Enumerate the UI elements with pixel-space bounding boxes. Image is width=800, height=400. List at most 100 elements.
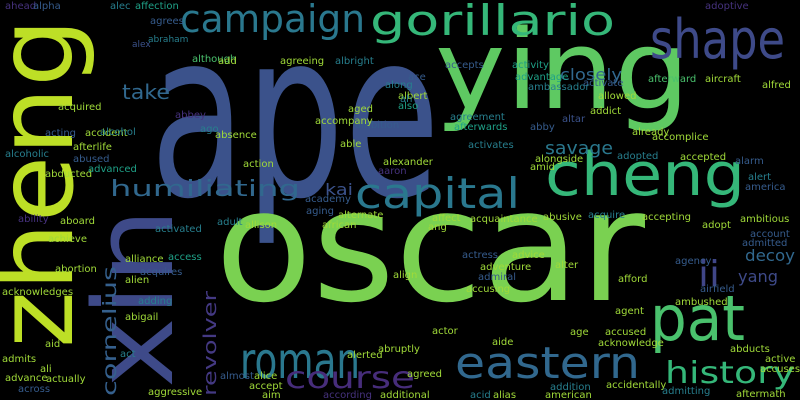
word: eastern — [455, 338, 640, 389]
word: accusing — [466, 284, 510, 295]
word: agrees — [150, 16, 184, 27]
word: additional — [380, 390, 430, 400]
word: admits — [2, 354, 36, 365]
word: airfield — [700, 284, 735, 295]
word: capital — [355, 169, 520, 218]
word: alongside — [535, 154, 583, 165]
word: alexander — [383, 157, 434, 168]
word: alternate — [338, 210, 383, 221]
word: ii — [698, 254, 720, 295]
word: ace — [408, 72, 426, 83]
word: adult — [217, 217, 243, 228]
word: afterlife — [73, 142, 112, 153]
word: able — [340, 139, 361, 150]
word: action — [243, 159, 274, 170]
word: align — [393, 270, 417, 281]
word: acid — [470, 390, 491, 400]
word: aggressive — [148, 387, 202, 398]
word: history — [665, 356, 795, 391]
word: gorillario — [370, 0, 615, 45]
word: ali — [40, 364, 52, 375]
word: allison — [245, 220, 277, 231]
word: agent — [615, 306, 644, 317]
word: aged — [348, 104, 373, 115]
word: aircraft — [705, 74, 741, 85]
word: alliance — [125, 254, 164, 265]
word: alex — [132, 40, 151, 50]
word: accident — [85, 128, 128, 139]
word: age — [570, 327, 589, 338]
word: abruptly — [378, 344, 420, 355]
word: aid — [45, 339, 60, 350]
word: abusive — [543, 212, 582, 223]
word: alter — [555, 260, 579, 271]
word: alcohol — [100, 127, 136, 138]
word: course — [285, 361, 415, 396]
word: abby — [530, 122, 555, 133]
word: account — [750, 229, 790, 240]
word: shape — [650, 8, 785, 71]
word: across — [18, 384, 50, 395]
word: ahead — [5, 1, 36, 12]
word: access — [168, 252, 202, 263]
word: also — [398, 101, 418, 112]
word: adopt — [702, 220, 731, 231]
word: alec — [110, 1, 131, 12]
word: accused — [605, 327, 646, 338]
word: ambitious — [740, 214, 789, 225]
word: admiral — [478, 272, 516, 283]
word: actor — [432, 326, 459, 337]
word: ability — [18, 214, 49, 225]
word: abused — [73, 154, 110, 165]
word: agency — [675, 256, 711, 267]
word: advice — [512, 250, 545, 261]
word: aide — [492, 337, 513, 348]
word: acquired — [58, 102, 101, 113]
word: acknowledge — [598, 338, 664, 349]
word: agreeing — [280, 56, 324, 67]
word: adoptive — [705, 1, 749, 12]
word: altar — [562, 114, 586, 125]
word: yang — [738, 267, 778, 286]
word: accepts — [445, 60, 484, 71]
word: although — [192, 54, 236, 65]
word: decoy — [745, 246, 795, 265]
word: zheng — [0, 18, 97, 348]
word: activity — [512, 60, 549, 71]
word: adding — [138, 296, 172, 307]
word: activates — [468, 140, 514, 151]
word: aboard — [60, 216, 95, 227]
word: add — [218, 56, 237, 67]
word: advance — [5, 373, 48, 384]
word: aging — [306, 206, 334, 217]
word: acknowledges — [2, 287, 73, 298]
word: advanced — [88, 164, 137, 175]
word: affection — [135, 1, 179, 12]
word: already — [632, 127, 669, 138]
word: ah — [400, 94, 412, 105]
word: allowed — [598, 91, 636, 102]
word: america — [745, 182, 786, 193]
word: agreed — [407, 369, 442, 380]
word: albert — [398, 91, 428, 102]
word: according — [323, 390, 372, 400]
word: addict — [590, 106, 621, 117]
word: admitting — [662, 386, 710, 397]
word: cornelius — [99, 266, 121, 396]
word: along — [385, 80, 413, 91]
word: acquires — [140, 267, 182, 278]
word: academy — [305, 194, 351, 205]
word: roman — [240, 332, 360, 390]
word: aftermath — [736, 389, 786, 400]
word: oscar — [215, 156, 645, 337]
word: adventure — [480, 262, 531, 273]
word: addition — [550, 382, 591, 393]
word: abducts — [730, 344, 770, 355]
word: alias — [493, 390, 516, 400]
word: ang — [428, 222, 447, 233]
word: alerted — [347, 350, 383, 361]
word: cheng — [545, 140, 745, 210]
word: act — [120, 349, 136, 360]
word: aaron — [378, 166, 407, 177]
